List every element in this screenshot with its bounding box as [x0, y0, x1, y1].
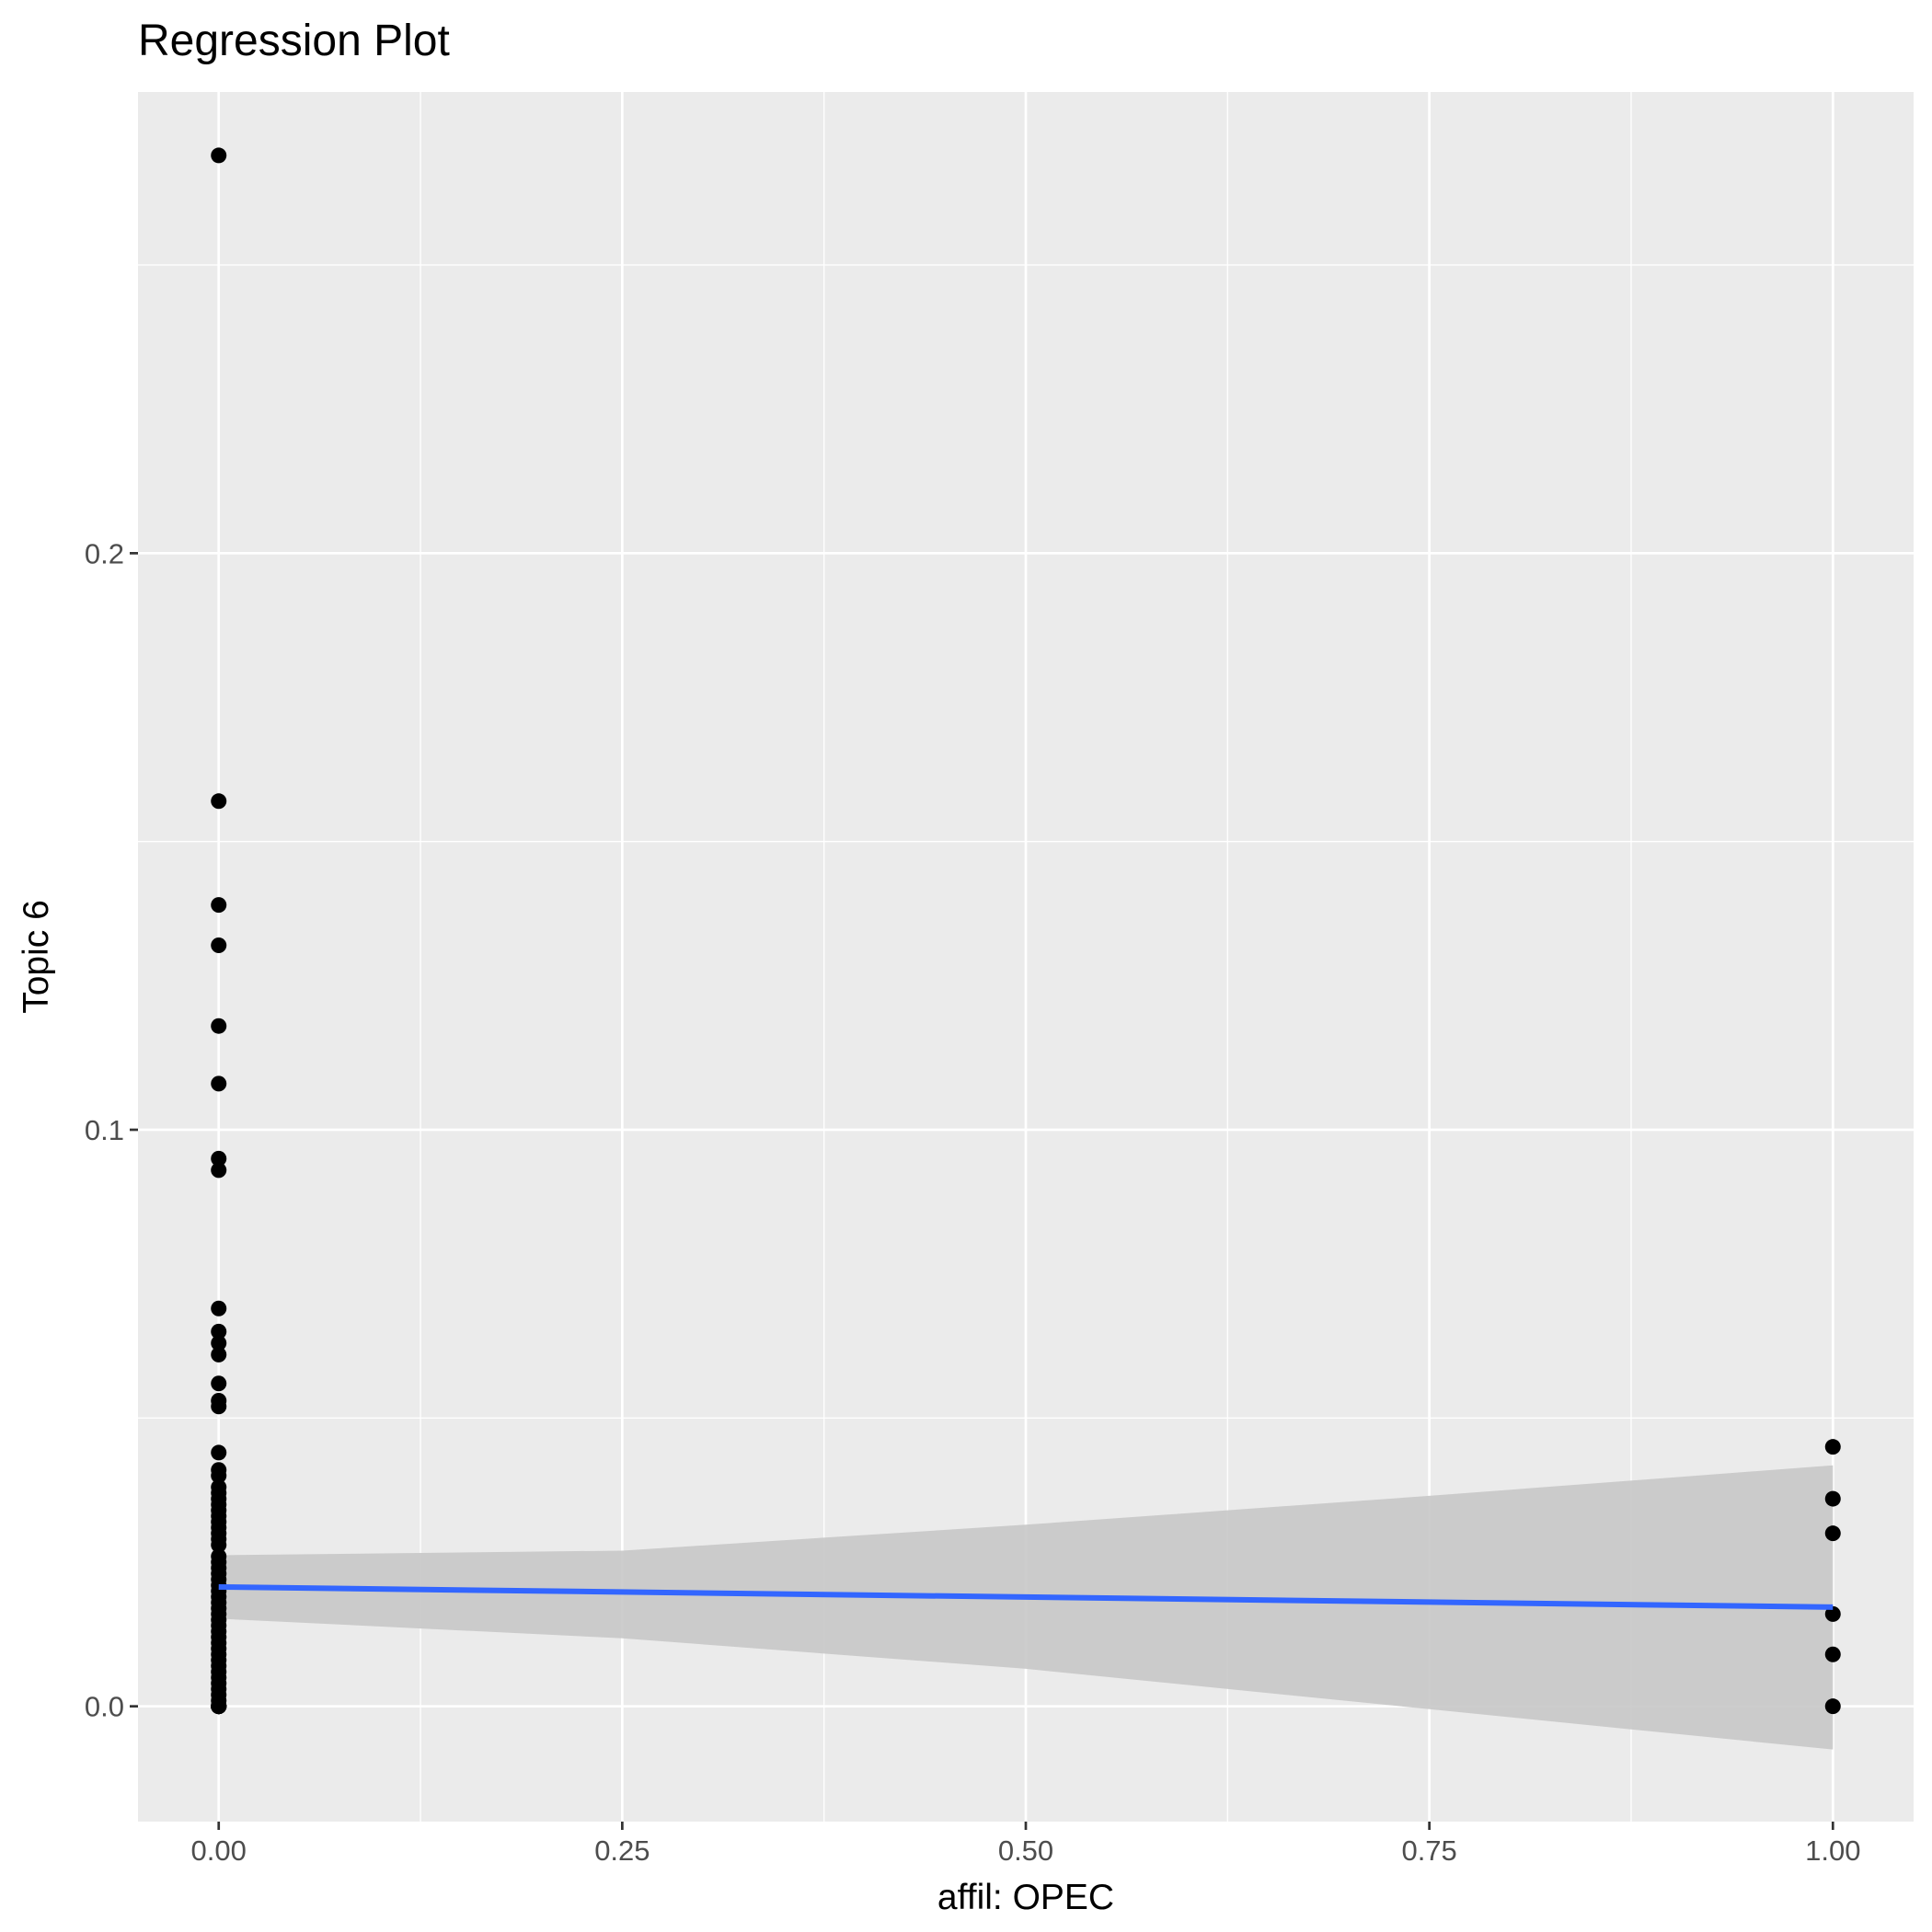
data-point — [211, 1300, 227, 1317]
data-point — [1824, 1605, 1841, 1622]
data-point — [1824, 1698, 1841, 1715]
y-tick-label: 0.1 — [85, 1114, 124, 1146]
data-point — [211, 1335, 227, 1351]
data-point — [211, 1150, 227, 1167]
data-point — [211, 1467, 227, 1484]
data-point — [211, 1375, 227, 1392]
data-point — [211, 1346, 227, 1363]
x-axis: 0.00 0.25 0.50 0.75 1.00 — [191, 1822, 1860, 1867]
data-point — [211, 1536, 227, 1553]
x-tick-label: 0.00 — [191, 1834, 247, 1867]
data-point — [211, 1698, 227, 1715]
data-point — [211, 1162, 227, 1179]
y-tick-label: 0.0 — [85, 1691, 124, 1723]
data-point — [1824, 1525, 1841, 1542]
regression-line — [218, 1583, 1834, 1610]
confidence-ribbon — [218, 1465, 1834, 1750]
data-point — [211, 897, 227, 914]
data-point — [1824, 1646, 1841, 1662]
confidence-ribbon-layer — [218, 1465, 1834, 1750]
regression-line-layer — [218, 1583, 1834, 1610]
data-point — [211, 1444, 227, 1461]
data-point — [211, 1398, 227, 1415]
data-point — [211, 793, 227, 810]
data-point — [211, 937, 227, 953]
data-point — [211, 1018, 227, 1034]
data-point — [211, 1323, 227, 1340]
x-tick-label: 0.25 — [594, 1834, 650, 1867]
data-points — [211, 147, 1841, 1715]
x-tick-label: 0.50 — [998, 1834, 1053, 1867]
x-tick-label: 1.00 — [1805, 1834, 1860, 1867]
y-axis-title: Topic 6 — [17, 900, 56, 1014]
data-point — [1824, 1490, 1841, 1507]
y-axis: 0.0 0.1 0.2 — [85, 537, 138, 1723]
x-tick-label: 0.75 — [1401, 1834, 1456, 1867]
chart-title: Regression Plot — [138, 17, 450, 65]
data-point — [211, 147, 227, 164]
data-point — [1824, 1439, 1841, 1455]
y-tick-label: 0.2 — [85, 537, 124, 569]
data-point — [211, 1075, 227, 1092]
x-axis-title: affil: OPEC — [937, 1878, 1114, 1917]
